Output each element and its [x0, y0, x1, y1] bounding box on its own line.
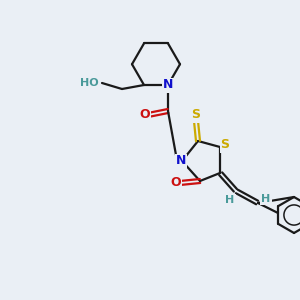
Text: O: O	[171, 176, 181, 190]
Text: HO: HO	[80, 78, 99, 88]
Text: H: H	[261, 194, 271, 204]
Text: S: S	[191, 109, 200, 122]
Text: N: N	[163, 79, 173, 92]
Text: N: N	[176, 154, 186, 167]
Text: S: S	[220, 139, 230, 152]
Text: H: H	[225, 195, 235, 205]
Text: O: O	[140, 109, 150, 122]
